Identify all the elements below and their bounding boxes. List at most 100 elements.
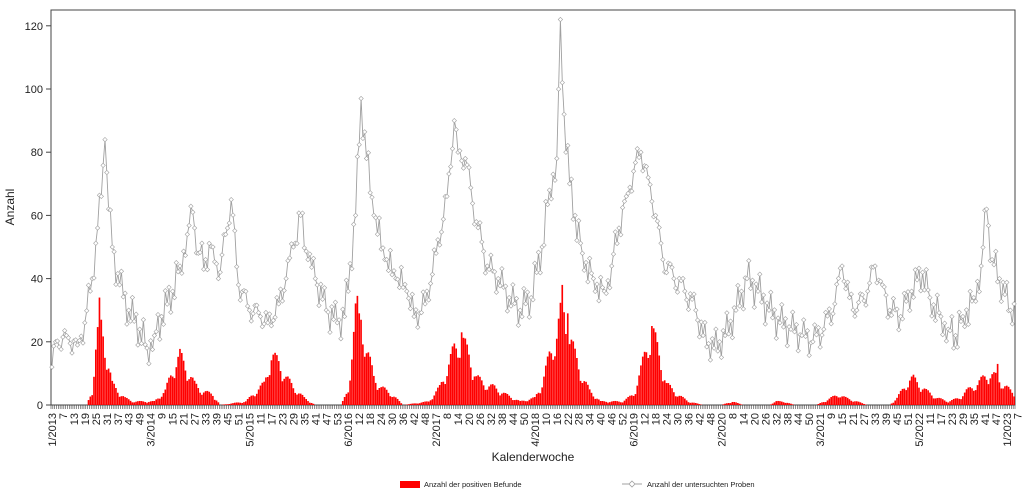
bar-positive bbox=[107, 368, 110, 405]
x-tick-label: 12 bbox=[640, 413, 652, 425]
bar-positive bbox=[671, 388, 673, 405]
bar-positive bbox=[230, 403, 233, 405]
point-samples bbox=[715, 348, 721, 354]
bar-positive bbox=[555, 338, 558, 405]
bar-positive bbox=[998, 382, 1001, 405]
point-samples bbox=[396, 284, 403, 291]
bar-positive bbox=[116, 392, 119, 405]
point-samples bbox=[784, 343, 790, 349]
point-samples bbox=[266, 311, 273, 317]
x-tick-label: 20 bbox=[464, 413, 476, 425]
point-samples bbox=[568, 176, 575, 182]
bar-positive bbox=[413, 403, 415, 405]
bar-positive bbox=[594, 398, 597, 405]
bar-positive bbox=[559, 302, 562, 405]
point-samples bbox=[484, 263, 490, 269]
bar-positive bbox=[223, 404, 225, 405]
bar-positive bbox=[215, 400, 218, 405]
point-samples bbox=[303, 248, 309, 254]
point-samples bbox=[996, 275, 1003, 282]
y-tick-label: 60 bbox=[31, 210, 43, 222]
bar-positive bbox=[826, 400, 829, 405]
bar-positive bbox=[277, 361, 280, 405]
point-samples bbox=[877, 278, 884, 284]
bar-positive bbox=[480, 380, 483, 405]
bar-positive bbox=[927, 390, 929, 405]
point-samples bbox=[914, 277, 920, 283]
point-samples bbox=[367, 190, 373, 196]
point-samples bbox=[54, 338, 61, 344]
point-samples bbox=[607, 285, 613, 291]
bar-positive bbox=[235, 402, 238, 405]
point-samples bbox=[932, 317, 939, 324]
bar-positive bbox=[896, 397, 898, 405]
bar-positive bbox=[523, 400, 525, 405]
point-samples bbox=[788, 326, 794, 332]
point-samples bbox=[625, 190, 631, 197]
point-samples bbox=[769, 315, 776, 321]
legend-marker-samples bbox=[628, 480, 636, 488]
point-samples bbox=[748, 285, 754, 292]
point-samples bbox=[980, 244, 986, 251]
bar-positive bbox=[738, 403, 741, 405]
point-samples bbox=[184, 231, 190, 238]
x-tick-label: 14 bbox=[738, 413, 750, 425]
point-samples bbox=[524, 289, 531, 295]
x-tick-label: 42 bbox=[409, 413, 421, 425]
point-samples bbox=[976, 288, 982, 295]
bar-positive bbox=[784, 402, 787, 405]
bar-positive bbox=[212, 395, 214, 405]
bar-positive bbox=[534, 397, 536, 405]
point-samples bbox=[729, 334, 736, 341]
point-samples bbox=[51, 343, 57, 349]
point-samples bbox=[680, 275, 686, 282]
point-samples bbox=[422, 301, 428, 307]
point-samples bbox=[389, 272, 395, 278]
bar-positive bbox=[460, 332, 463, 405]
point-samples bbox=[234, 264, 240, 270]
point-samples bbox=[989, 256, 995, 263]
point-samples bbox=[94, 225, 101, 231]
bar-positive bbox=[740, 404, 743, 405]
point-samples bbox=[85, 282, 92, 288]
point-samples bbox=[374, 231, 381, 237]
point-samples bbox=[557, 16, 564, 23]
bar-positive bbox=[391, 397, 393, 405]
point-samples bbox=[175, 269, 181, 275]
point-samples bbox=[821, 326, 827, 332]
bar-positive bbox=[779, 401, 781, 405]
point-samples bbox=[435, 237, 441, 243]
bar-positive bbox=[788, 403, 790, 405]
bar-positive bbox=[636, 385, 639, 405]
bar-positive bbox=[195, 383, 198, 405]
legend: Anzahl der positiven Befunde Anzahl der … bbox=[400, 480, 755, 489]
bar-positive bbox=[985, 379, 988, 405]
x-tick-label: 23 bbox=[947, 413, 959, 425]
bar-positive bbox=[641, 356, 644, 405]
point-samples bbox=[318, 281, 324, 287]
bar-positive bbox=[252, 395, 254, 405]
point-samples bbox=[671, 275, 677, 282]
bar-positive bbox=[898, 394, 900, 405]
bar-positive bbox=[144, 402, 147, 405]
point-samples bbox=[307, 251, 313, 257]
point-samples bbox=[638, 149, 644, 155]
bar-positive bbox=[590, 392, 593, 405]
bar-positive bbox=[446, 376, 448, 405]
point-samples bbox=[850, 307, 856, 313]
bar-positive bbox=[618, 401, 620, 405]
bar-positive bbox=[427, 401, 430, 405]
bar-positive bbox=[598, 399, 600, 405]
bar-positive bbox=[241, 402, 243, 405]
point-samples bbox=[202, 256, 209, 263]
bar-positive bbox=[493, 385, 496, 405]
point-samples bbox=[700, 332, 706, 339]
bar-positive bbox=[365, 353, 368, 405]
point-samples bbox=[440, 216, 447, 222]
bar-positive bbox=[224, 404, 227, 405]
bar-positive bbox=[651, 326, 653, 405]
x-tick-label: 40 bbox=[596, 413, 608, 425]
point-samples bbox=[896, 327, 902, 333]
point-samples bbox=[305, 256, 311, 263]
point-samples bbox=[535, 249, 542, 255]
